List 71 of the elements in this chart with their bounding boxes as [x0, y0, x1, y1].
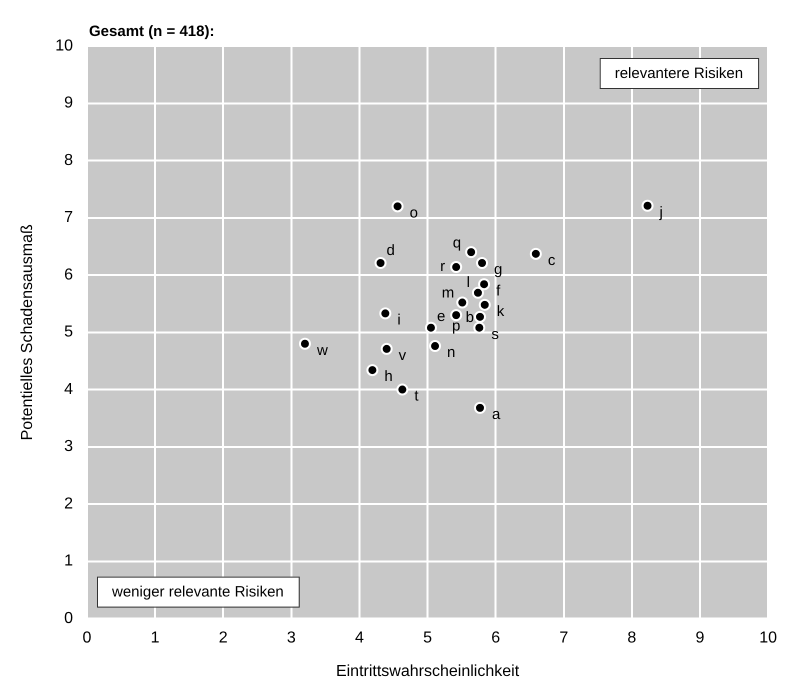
x-tick-label: 10 [759, 630, 778, 647]
y-tick-label: 0 [64, 610, 74, 628]
y-tick-label: 4 [64, 380, 74, 398]
point [472, 286, 484, 299]
point [474, 402, 486, 414]
point [450, 309, 462, 322]
x-tick-label: 0 [82, 630, 92, 647]
x-tick-label: 1 [150, 630, 160, 647]
annotation: s [491, 326, 499, 343]
point [392, 200, 404, 212]
point [642, 200, 654, 212]
annotation: j [658, 204, 663, 221]
annotation: i [397, 312, 401, 329]
x-tick-label: 2 [218, 630, 228, 647]
x-tick-label: 3 [286, 630, 296, 647]
annotation: l [466, 274, 470, 291]
point [429, 340, 442, 352]
y-tick-label: 8 [64, 152, 74, 169]
annotation: f [496, 282, 502, 300]
point [530, 248, 542, 260]
point [478, 278, 490, 290]
point [476, 257, 488, 270]
y-tick-label: 6 [64, 266, 74, 284]
annotation: v [398, 347, 407, 364]
annotation: weniger relevante Risiken [110, 584, 284, 601]
y-tick-label: 7 [64, 209, 74, 226]
annotation: t [414, 388, 420, 405]
annotation: o [410, 204, 418, 222]
y-tick-label: 10 [55, 37, 74, 54]
x-tick-label: 7 [559, 630, 568, 647]
y-tick-label: 9 [64, 94, 74, 112]
annotation: k [496, 302, 505, 320]
chart-title: Gesamt (n = 418): [88, 23, 214, 40]
x-tick-label: 6 [491, 630, 500, 647]
y-axis-title: Potentielles Schadensausmaß [19, 224, 36, 440]
annotation: q [452, 234, 462, 252]
point [478, 298, 491, 311]
point [424, 322, 437, 334]
point [374, 257, 387, 270]
x-tick-label: 4 [354, 630, 364, 647]
y-tick-label: 2 [64, 495, 74, 512]
x-axis-title: Eintrittswahrscheinlichkeit [336, 662, 520, 680]
point [473, 322, 486, 334]
annotation: w [316, 342, 328, 359]
x-tick-label: 9 [696, 630, 705, 647]
annotation: r [440, 258, 446, 276]
annotation: a [492, 406, 501, 424]
x-tick-label: 5 [423, 630, 432, 647]
x-tick-label: 8 [627, 630, 636, 647]
annotation: e [436, 308, 446, 325]
annotation: h [384, 368, 393, 386]
annotation: relevantere Risiken [614, 65, 744, 82]
annotation: g [494, 261, 502, 278]
point [465, 246, 478, 258]
annotation: d [386, 242, 395, 260]
point [380, 342, 393, 355]
point [456, 296, 468, 309]
point [379, 307, 392, 320]
y-tick-label: 3 [64, 438, 74, 456]
annotation: m [442, 284, 454, 302]
y-tick-label: 1 [64, 552, 74, 570]
y-tick-label: 5 [64, 324, 74, 341]
annotation: b [466, 308, 474, 326]
point [366, 364, 378, 376]
point [298, 338, 311, 350]
point [450, 261, 462, 274]
point [474, 310, 486, 323]
annotation: c [548, 252, 556, 269]
annotation: p [452, 317, 460, 334]
point [396, 384, 408, 396]
annotation: n [447, 344, 456, 362]
